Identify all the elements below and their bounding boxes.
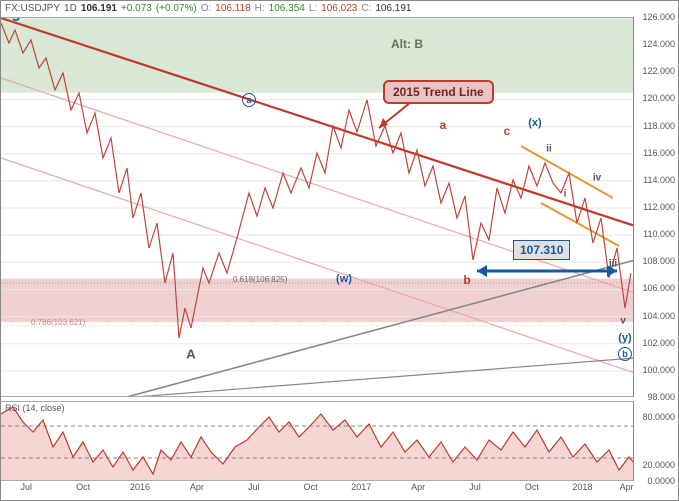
x-tick: Apr — [190, 482, 204, 492]
low-label: L: — [309, 3, 317, 14]
wave-label: v — [620, 316, 626, 327]
trendline-callout: 2015 Trend Line — [383, 80, 494, 104]
x-tick: Apr — [411, 482, 425, 492]
rsi-y-tick: 0.0000 — [647, 476, 675, 486]
high-value: 106.354 — [269, 3, 305, 14]
y-tick: 102.000 — [642, 338, 675, 348]
y-tick: 104.000 — [642, 311, 675, 321]
rsi-y-axis: 0.000020.000080.0000 — [633, 401, 678, 481]
rsi-chart[interactable] — [1, 401, 633, 481]
x-tick: Apr — [620, 482, 634, 492]
x-tick: 2018 — [572, 482, 592, 492]
y-tick: 114.000 — [643, 175, 675, 185]
wave-label: iv — [593, 173, 601, 184]
x-tick: Oct — [76, 482, 90, 492]
wave-label: 5 — [12, 17, 20, 24]
wave-label: i — [564, 189, 567, 200]
rsi-svg — [1, 402, 633, 481]
y-tick: 110.000 — [643, 229, 675, 239]
wave-label: a — [440, 118, 447, 132]
main-price-chart[interactable]: 2015 Trend Line 107.310 0.618(106.825) 0.… — [1, 17, 633, 397]
high-label: H: — [255, 3, 265, 14]
rsi-y-tick: 20.0000 — [642, 460, 675, 470]
wave-label: (x) — [528, 117, 541, 129]
y-tick: 100.000 — [642, 365, 675, 375]
price-level-box: 107.310 — [513, 240, 570, 260]
y-tick: 106.000 — [642, 283, 675, 293]
change-value: +0.073 — [121, 3, 152, 14]
x-tick: 2016 — [130, 482, 150, 492]
rsi-indicator-label: RSI (14, close) — [5, 403, 65, 413]
wave-label: b — [618, 347, 632, 361]
wave-label: Alt: B — [391, 37, 423, 51]
chart-container: FX:USDJPY 1D 106.191 +0.073 (+0.07%) O: … — [1, 1, 678, 500]
open-value: 106.118 — [215, 3, 250, 14]
y-tick: 120.000 — [642, 93, 675, 103]
time-x-axis: Jul Oct 2016 Apr Jul Oct 2017 Apr Jul Oct 2018 Apr — [1, 482, 633, 498]
timeframe-label: 1D — [64, 3, 77, 14]
wave-label: A — [186, 347, 195, 362]
fib-label: 0.786(103.621) — [31, 318, 85, 327]
x-tick: Jul — [248, 482, 260, 492]
wave-label: (w) — [336, 273, 352, 285]
y-tick: 116.000 — [643, 148, 675, 158]
x-tick: 2017 — [351, 482, 371, 492]
y-tick: 118.000 — [643, 121, 675, 131]
wave-label: iii — [609, 259, 617, 270]
wave-label: ii — [546, 144, 552, 155]
open-label: O: — [201, 3, 212, 14]
y-tick: 122.000 — [642, 66, 675, 76]
y-tick: 126.000 — [642, 12, 675, 22]
x-tick: Jul — [469, 482, 481, 492]
wave-label: a — [242, 93, 256, 107]
symbol-label: FX:USDJPY — [5, 3, 60, 14]
wave-label: c — [504, 124, 511, 138]
close-value: 106.191 — [375, 3, 411, 14]
y-tick: 108.000 — [642, 256, 675, 266]
x-tick: Oct — [304, 482, 318, 492]
y-tick: 112.000 — [643, 202, 675, 212]
y-tick: 124.000 — [642, 39, 675, 49]
price-y-axis: 98.000100.000102.000104.000106.000108.00… — [633, 17, 678, 397]
low-value: 106.023 — [321, 3, 357, 14]
rsi-y-tick: 80.0000 — [642, 412, 675, 422]
wave-label: (y) — [618, 332, 631, 344]
close-label: C: — [361, 3, 371, 14]
price-svg — [1, 18, 633, 397]
wave-label: b — [463, 273, 470, 287]
fib-label: 0.618(106.825) — [233, 275, 287, 284]
x-tick: Jul — [21, 482, 33, 492]
last-price: 106.191 — [81, 3, 117, 14]
change-pct: (+0.07%) — [156, 3, 197, 14]
x-tick: Oct — [525, 482, 539, 492]
ohlc-header: FX:USDJPY 1D 106.191 +0.073 (+0.07%) O: … — [5, 3, 411, 14]
